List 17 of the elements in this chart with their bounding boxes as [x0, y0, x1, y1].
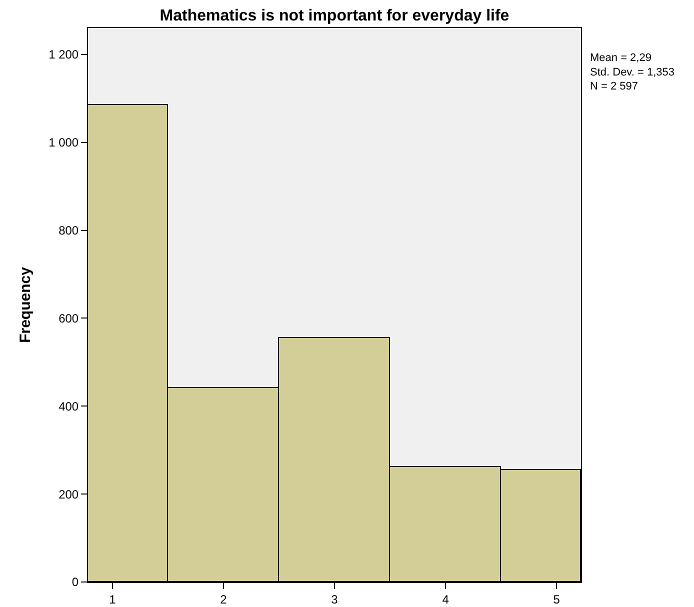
chart-title: Mathematics is not important for everyday life [160, 7, 510, 24]
y-tick-label: 400 [58, 399, 79, 414]
y-tick-label: 600 [58, 311, 79, 326]
y-tick-label: 1 200 [48, 48, 79, 62]
y-tick-label: 200 [58, 487, 79, 502]
x-tick-label: 1 [109, 592, 116, 606]
x-tick-label: 5 [553, 592, 560, 606]
y-axis-title: Frequency [16, 266, 34, 343]
text: N = 2 597 [590, 80, 638, 93]
x-tick-label: 3 [331, 592, 338, 606]
y-tick-label: 0 [72, 575, 79, 590]
x-tick-label: 4 [442, 592, 450, 606]
text: Std. Dev. = 1,353 [590, 66, 674, 78]
text: Mean = 2,29 [590, 52, 652, 64]
x-tick-label: 2 [220, 592, 228, 606]
y-tick-label: 800 [58, 223, 79, 238]
y-tick-label: 1 000 [48, 136, 79, 150]
